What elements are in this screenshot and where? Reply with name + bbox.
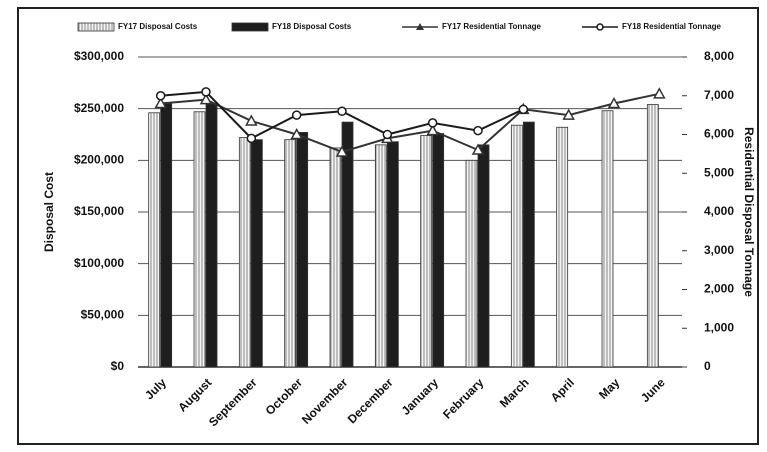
marker [518, 104, 529, 115]
marker [335, 145, 349, 157]
bar [601, 110, 614, 368]
legend-swatch [231, 22, 269, 32]
marker [290, 127, 303, 140]
bar [238, 137, 251, 368]
bar [193, 111, 206, 368]
y2-tick-label: 2,000 [704, 282, 734, 296]
y-tick-label: $100,000 [74, 256, 124, 270]
y2-tick-label: 6,000 [704, 127, 734, 141]
bar [284, 139, 297, 368]
bar [374, 144, 387, 368]
y-tick-label: $150,000 [74, 204, 124, 218]
y-tick-label: $250,000 [74, 101, 124, 115]
bar [432, 133, 445, 368]
y2-tick-label: 7,000 [704, 88, 734, 102]
y2-tick-label: 8,000 [704, 49, 734, 63]
marker [426, 124, 439, 136]
legend-marker [596, 23, 604, 31]
marker [562, 108, 575, 120]
y2-tick-label: 3,000 [704, 243, 734, 257]
bar [205, 103, 218, 368]
marker [154, 96, 167, 109]
marker [382, 129, 393, 140]
bar [477, 144, 490, 368]
bar [148, 112, 161, 368]
bar [341, 121, 354, 368]
y2-tick-label: 5,000 [704, 165, 734, 179]
legend-label: FY18 Disposal Costs [272, 22, 352, 31]
marker [473, 125, 483, 136]
legend-swatch [77, 22, 115, 32]
marker [607, 96, 621, 109]
marker [246, 133, 257, 144]
marker [337, 106, 347, 116]
legend-label: FY18 Residential Tonnage [622, 22, 722, 31]
y2-tick-label: 0 [704, 359, 711, 373]
y-tick-label: $300,000 [74, 49, 124, 63]
bar [556, 126, 569, 368]
y2-axis-label: Residential Disposal Tonnage [742, 127, 756, 297]
y-tick-label: $0 [111, 359, 125, 373]
bar [465, 159, 478, 368]
bar [250, 139, 263, 368]
marker [427, 118, 438, 128]
bar [329, 147, 342, 368]
line [160, 92, 660, 153]
bar [646, 104, 659, 368]
y-tick-label: $200,000 [74, 153, 124, 167]
legend-label: FY17 Residential Tonnage [442, 22, 542, 31]
marker [199, 93, 213, 105]
legend-marker [416, 23, 424, 30]
y-axis-label: Disposal Cost [42, 172, 56, 252]
marker [245, 114, 258, 126]
marker [653, 87, 666, 99]
bar [386, 141, 399, 368]
y2-tick-label: 1,000 [704, 320, 734, 334]
marker [291, 110, 302, 120]
y2-tick-label: 4,000 [704, 204, 734, 218]
bar [522, 121, 535, 368]
marker [471, 143, 485, 155]
marker [201, 87, 211, 97]
bar [420, 135, 433, 368]
marker [155, 91, 166, 101]
legend-label: FY17 Disposal Costs [118, 22, 198, 31]
y-tick-label: $50,000 [81, 308, 125, 322]
bar [510, 124, 523, 368]
bar [296, 132, 309, 368]
bar [160, 103, 173, 368]
